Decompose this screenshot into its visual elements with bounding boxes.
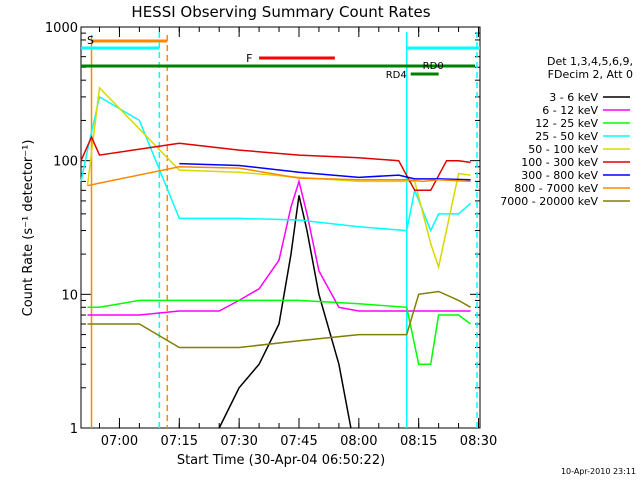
legend-header-line: Det 1,3,4,5,6,9, (547, 55, 633, 68)
y-tick-label: 100 (53, 155, 78, 170)
series-line-50-100 (86, 86, 471, 270)
x-tick-label: 07:00 (101, 434, 138, 449)
y-tick-label: 1000 (45, 21, 78, 36)
series-line-12-25 (87, 299, 472, 365)
legend-entry-label: 50 - 100 keV (528, 143, 598, 156)
plot-area: 1 10 100 1000 07:00 07:15 07:30 07:45 08:00 08:15… (45, 21, 497, 449)
x-axis-label: Start Time (30-Apr-04 06:50:22) (177, 453, 385, 468)
legend-entry-label: 3 - 6 keV (549, 91, 598, 104)
series-line-3-6 (218, 195, 352, 429)
y-tick-label: 1 (70, 422, 78, 437)
footer-timestamp: 10-Apr-2010 23:11 (561, 467, 636, 476)
plot-frame (80, 26, 481, 429)
y-axis-label: Count Rate (s⁻¹ detector⁻¹) (21, 140, 36, 317)
x-tick-label: 07:15 (161, 434, 198, 449)
x-tick-label: 07:45 (280, 434, 317, 449)
legend-entry-label: 12 - 25 keV (535, 117, 598, 130)
series-line-25-50 (80, 95, 472, 233)
rd4-flag-label: RD4 (386, 70, 407, 81)
x-tick-label: 08:30 (460, 434, 497, 449)
legend-header-line: FDecim 2, Att 0 (548, 68, 633, 81)
y-tick-label: 10 (61, 288, 78, 303)
series-line-100-300 (80, 135, 471, 192)
series-line-300-800 (179, 162, 471, 181)
legend-entry-label: 800 - 7000 keV (514, 182, 598, 195)
legend-entry-label: 6 - 12 keV (542, 104, 598, 117)
x-tick-label: 08:00 (340, 434, 377, 449)
saa-flag-label: S (87, 34, 94, 47)
legend-entry-label: 7000 - 20000 keV (500, 195, 598, 208)
chart-title: HESSI Observing Summary Count Rates (131, 3, 430, 21)
legend: Det 1,3,4,5,6,9,FDecim 2, Att 0 3 - 6 keV… (500, 55, 633, 208)
series-line-800-7000 (87, 166, 471, 187)
legend-entry-label: 25 - 50 keV (535, 130, 598, 143)
legend-entry-label: 300 - 800 keV (521, 169, 598, 182)
flare-flag-label: F (246, 52, 252, 65)
decim-flag-label: RD0 (423, 61, 444, 72)
legend-entry-label: 100 - 300 keV (521, 156, 598, 169)
x-tick-label: 07:30 (220, 434, 257, 449)
series-line-6-12 (87, 178, 471, 316)
series-line-7000-20000 (87, 290, 471, 349)
x-tick-label: 08:15 (400, 434, 437, 449)
